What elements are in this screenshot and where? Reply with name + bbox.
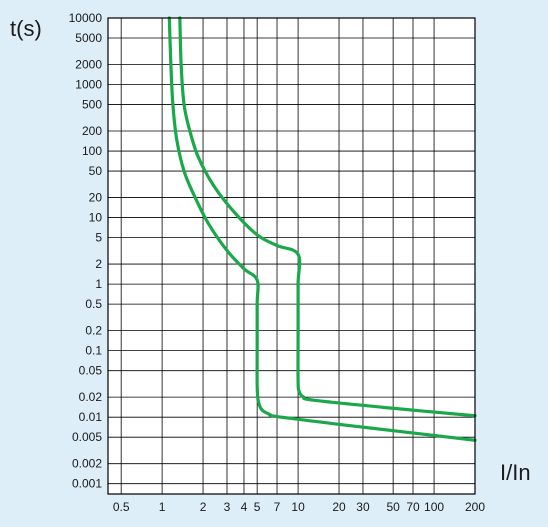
y-tick-label: 0.5 xyxy=(85,297,102,311)
x-tick-label: 50 xyxy=(386,500,400,514)
y-tick-label: 20 xyxy=(89,191,103,205)
x-tick-label: 20 xyxy=(332,500,346,514)
x-tick-label: 4 xyxy=(241,500,248,514)
x-tick-labels: 0.5 1 2 3 4 5 7 10 20 30 50 70 100 200 xyxy=(113,500,485,514)
x-tick-label: 7 xyxy=(274,500,281,514)
x-tick-label: 5 xyxy=(254,500,261,514)
y-tick-label: 10000 xyxy=(69,11,103,25)
tripping-curves xyxy=(167,16,477,442)
y-tick-label: 100 xyxy=(82,144,102,158)
y-tick-label: 2 xyxy=(95,257,102,271)
y-tick-label: 500 xyxy=(82,98,102,112)
y-tick-label: 0.002 xyxy=(72,457,102,471)
x-tick-label: 0.5 xyxy=(113,500,130,514)
x-tick-label: 100 xyxy=(424,500,444,514)
y-tick-label: 5 xyxy=(95,231,102,245)
y-tick-labels: 10000 5000 2000 1000 500 200 100 50 20 10 5 2 1 0.5 0.… xyxy=(69,11,103,491)
y-tick-label: 0.02 xyxy=(79,390,103,404)
plot-frame xyxy=(107,17,476,495)
x-tick-label: 1 xyxy=(159,500,166,514)
y-tick-label: 0.2 xyxy=(85,324,102,338)
y-tick-label: 50 xyxy=(89,164,103,178)
x-axis-title: I/In xyxy=(500,460,531,485)
y-tick-label: 200 xyxy=(82,124,102,138)
y-tick-label: 10 xyxy=(89,211,103,225)
y-tick-label: 2000 xyxy=(75,58,102,72)
x-tick-label: 70 xyxy=(406,500,420,514)
y-tick-label: 0.05 xyxy=(79,364,103,378)
lower-tripping-curve xyxy=(167,16,477,442)
x-tick-label: 200 xyxy=(465,500,485,514)
y-axis-title: t(s) xyxy=(10,16,42,41)
y-tick-label: 5000 xyxy=(75,31,102,45)
x-tick-label: 2 xyxy=(200,500,207,514)
y-tick-label: 0.005 xyxy=(72,430,102,444)
plot-area xyxy=(108,18,475,494)
y-tick-label: 1 xyxy=(95,277,102,291)
y-tick-label: 0.01 xyxy=(79,410,103,424)
y-tick-label: 0.1 xyxy=(85,344,102,358)
y-tick-label: 0.001 xyxy=(72,477,102,491)
x-tick-label: 3 xyxy=(224,500,231,514)
y-tick-label: 1000 xyxy=(75,78,102,92)
x-tick-label: 10 xyxy=(291,500,305,514)
x-tick-label: 30 xyxy=(356,500,370,514)
upper-tripping-curve xyxy=(178,16,477,418)
